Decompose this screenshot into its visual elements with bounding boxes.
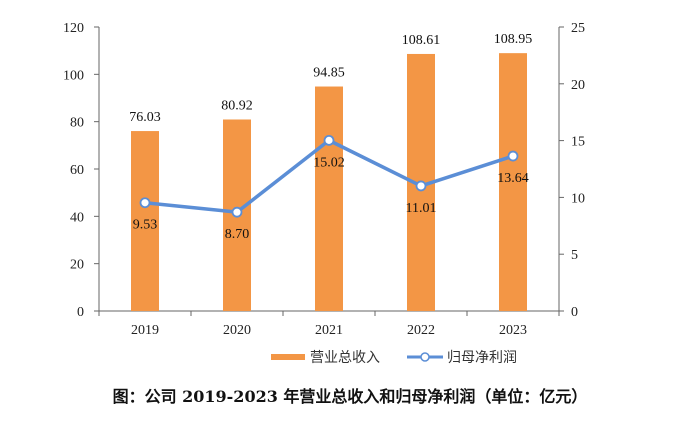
x-tick-label: 2021 — [315, 323, 343, 338]
left-tick-label: 0 — [77, 305, 84, 320]
line-data-label: 15.02 — [313, 155, 345, 170]
right-tick-label: 20 — [571, 78, 585, 93]
x-tick-label: 2020 — [223, 323, 251, 338]
line-data-label: 8.70 — [225, 227, 250, 242]
legend-swatch-profit-marker — [420, 352, 430, 362]
line-point-2020 — [231, 206, 243, 218]
x-tick-label: 2022 — [407, 323, 435, 338]
figure-caption: 图：公司 2019-2023 年营业总收入和归母净利润（单位：亿元） — [112, 387, 588, 406]
left-tick-label: 60 — [70, 163, 84, 178]
right-tick-label: 10 — [571, 191, 585, 206]
bar-data-label: 76.03 — [129, 110, 161, 125]
line-data-label: 11.01 — [406, 201, 437, 216]
legend-label-profit: 归母净利润 — [447, 349, 517, 366]
left-tick-label: 80 — [70, 116, 84, 131]
line-point-2022 — [415, 180, 427, 192]
bar-data-label: 94.85 — [313, 66, 345, 81]
bar-data-label: 108.95 — [494, 32, 533, 47]
bar-revenue-2023 — [499, 53, 527, 311]
line-data-label: 9.53 — [133, 218, 158, 233]
x-tick-label: 2023 — [499, 323, 527, 338]
left-tick-label: 40 — [70, 210, 84, 225]
line-data-label: 13.64 — [497, 171, 529, 186]
bar-data-label: 108.61 — [402, 33, 441, 48]
right-tick-label: 25 — [571, 21, 585, 36]
right-tick-label: 15 — [571, 135, 585, 150]
left-tick-label: 20 — [70, 258, 84, 273]
bar-revenue-2019 — [131, 131, 159, 311]
line-point-2023 — [507, 150, 519, 162]
bar-data-label: 80.92 — [221, 98, 253, 113]
bar-revenue-2021 — [315, 86, 343, 311]
line-point-2021 — [323, 134, 335, 146]
right-tick-label: 5 — [571, 248, 578, 263]
left-tick-label: 120 — [63, 21, 84, 36]
x-tick-label: 2019 — [131, 323, 159, 338]
legend-swatch-revenue — [271, 354, 305, 360]
line-point-2019 — [139, 197, 151, 209]
right-tick-label: 0 — [571, 305, 578, 320]
left-tick-label: 100 — [63, 68, 84, 83]
legend-label-revenue: 营业总收入 — [310, 350, 380, 366]
